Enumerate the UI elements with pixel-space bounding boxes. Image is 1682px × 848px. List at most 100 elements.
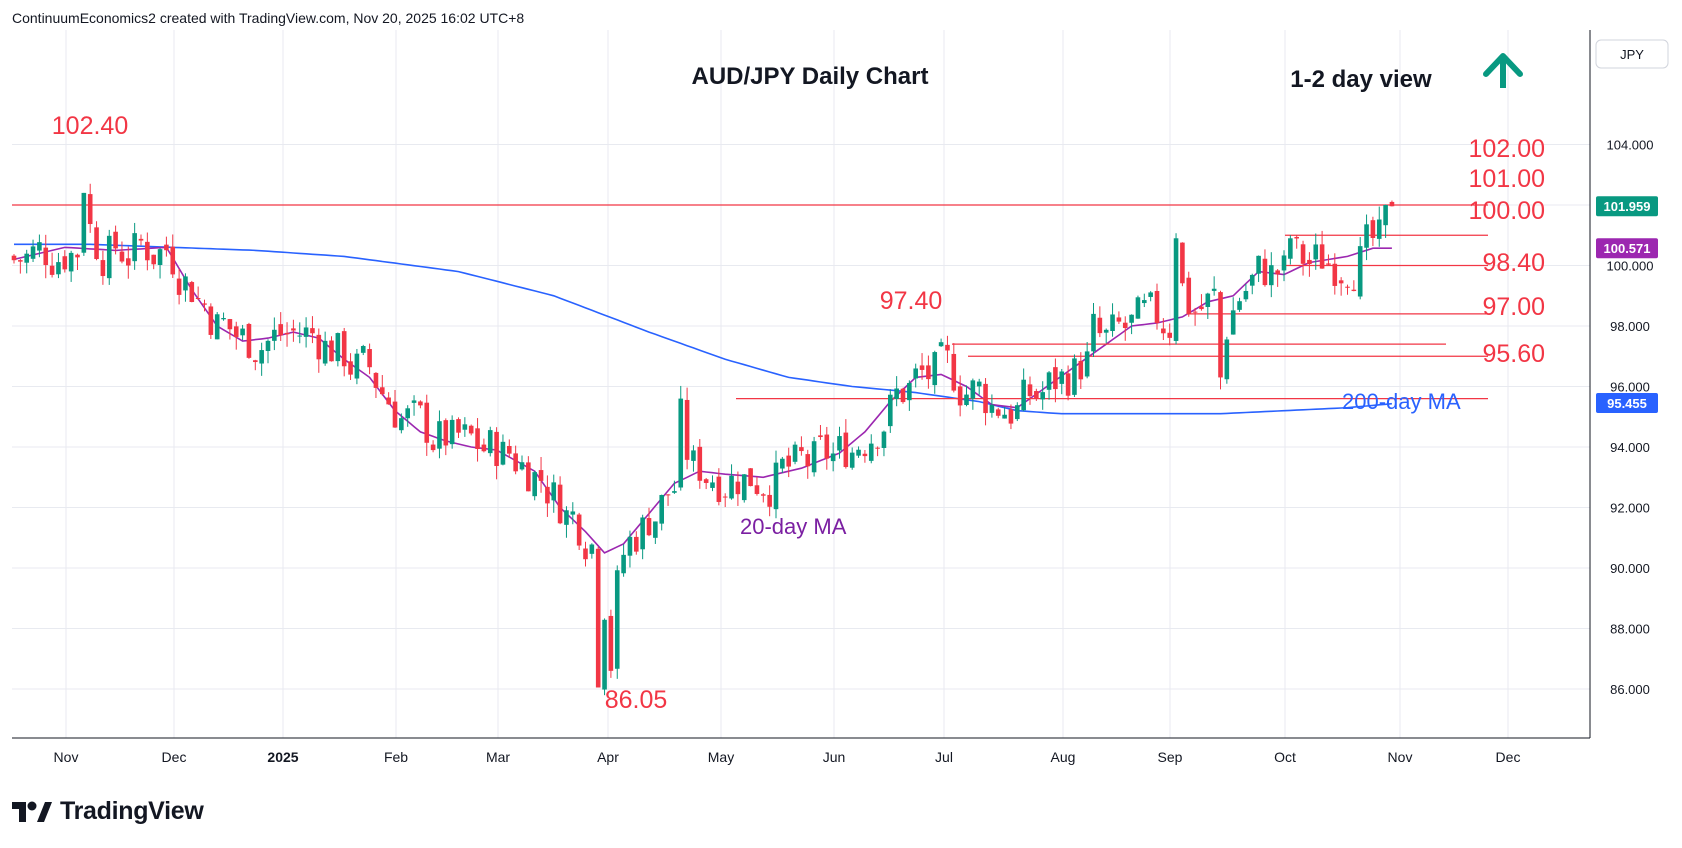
candle-body — [951, 353, 957, 391]
candle-body — [614, 570, 620, 669]
candle-body — [259, 350, 264, 364]
candle-body — [1059, 371, 1065, 384]
candle-body — [1103, 329, 1109, 333]
candle-body — [837, 436, 842, 451]
x-tick-label: Jun — [823, 749, 846, 765]
candle-body — [1288, 238, 1293, 259]
candle-body — [722, 496, 728, 498]
candle-body — [602, 619, 607, 690]
candle-body — [710, 482, 715, 488]
candle-body — [1180, 242, 1185, 284]
candle-body — [983, 383, 988, 414]
candle-body — [227, 319, 233, 330]
candle-body — [424, 402, 430, 443]
candle-body — [1211, 288, 1217, 291]
candle-body — [278, 324, 283, 336]
x-tick-label: May — [708, 749, 734, 765]
candle-body — [208, 306, 214, 335]
candle-body — [526, 462, 531, 492]
candle-body — [151, 254, 156, 265]
candle-body — [1084, 351, 1090, 377]
candle-body — [735, 481, 741, 495]
candle-body — [37, 242, 42, 251]
candle-body — [11, 255, 17, 261]
y-tick-label: 104.000 — [1607, 138, 1654, 153]
candle-body — [303, 327, 309, 337]
candle-body — [106, 235, 112, 279]
x-tick-label: Nov — [54, 749, 79, 765]
candle-body — [684, 399, 690, 460]
candle-body — [583, 548, 588, 560]
candle-body — [1376, 219, 1382, 239]
candle-body — [132, 233, 137, 262]
candle-body — [1021, 379, 1026, 411]
candle-body — [49, 265, 55, 275]
chart-attribution: ContinuumEconomics2 created with Trading… — [12, 10, 525, 26]
candle-body — [81, 192, 87, 253]
candle-body — [551, 482, 557, 501]
x-tick-label: Apr — [597, 749, 619, 765]
candle-body — [532, 472, 537, 497]
candle-body — [754, 485, 760, 494]
candle-body — [411, 400, 417, 403]
candle-body — [30, 246, 36, 259]
candle-body — [691, 450, 696, 461]
candle-body — [748, 468, 753, 487]
candle-body — [767, 494, 772, 507]
candle-body — [564, 510, 569, 525]
candle-body — [1027, 384, 1033, 397]
y-tick-label: 94.000 — [1610, 440, 1650, 455]
candle-body — [170, 246, 176, 275]
candle-body — [1199, 306, 1204, 310]
candle-body — [1351, 289, 1357, 292]
candle-body — [233, 326, 239, 337]
price-badge — [1596, 238, 1658, 259]
candle-body — [138, 238, 144, 241]
candle-body — [1205, 293, 1211, 307]
candle-body — [843, 432, 849, 468]
candle-body — [672, 491, 677, 493]
candle-body — [176, 278, 182, 295]
currency-label: JPY — [1620, 47, 1644, 62]
candle-body — [75, 254, 80, 258]
candle-body — [1129, 314, 1134, 323]
candle-body — [862, 453, 868, 457]
candle-body — [976, 381, 982, 387]
candle-body — [348, 361, 353, 375]
candles — [11, 183, 1395, 696]
candle-body — [1154, 290, 1160, 324]
candle-body — [945, 344, 950, 351]
candle-body — [1256, 255, 1261, 274]
y-tick-label: 92.000 — [1610, 501, 1650, 516]
candle-body — [164, 244, 169, 251]
candle-body — [1313, 244, 1319, 260]
chart-title: AUD/JPY Daily Chart — [692, 63, 929, 90]
candle-body — [1110, 314, 1115, 332]
candle-body — [1224, 339, 1230, 380]
y-tick-label: 88.000 — [1610, 622, 1650, 637]
candle-body — [1249, 274, 1255, 286]
candle-body — [640, 517, 645, 550]
candle-body — [56, 262, 61, 275]
candle-body — [1034, 391, 1039, 399]
price-badge-label: 101.959 — [1604, 199, 1651, 214]
candle-body — [576, 514, 582, 546]
high-label: 102.40 — [52, 112, 128, 140]
price-badges: 101.959 100.571 95.455 — [1596, 196, 1658, 413]
candle-body — [1345, 286, 1350, 288]
y-tick-label: 90.000 — [1610, 561, 1650, 576]
axes — [12, 30, 1591, 739]
y-tick-label: 98.000 — [1610, 319, 1650, 334]
candle-body — [360, 346, 366, 353]
candle-body — [145, 241, 150, 261]
candle-body — [1046, 372, 1052, 390]
candle-body — [322, 340, 328, 364]
x-tick-label: 2025 — [267, 749, 298, 765]
tradingview-logo-icon — [12, 801, 52, 822]
candle-body — [938, 342, 944, 347]
candle-body — [678, 398, 684, 488]
candle-body — [1167, 332, 1172, 338]
low-label: 86.05 — [605, 686, 668, 714]
candle-body — [900, 388, 906, 403]
candle-body — [1294, 236, 1299, 239]
